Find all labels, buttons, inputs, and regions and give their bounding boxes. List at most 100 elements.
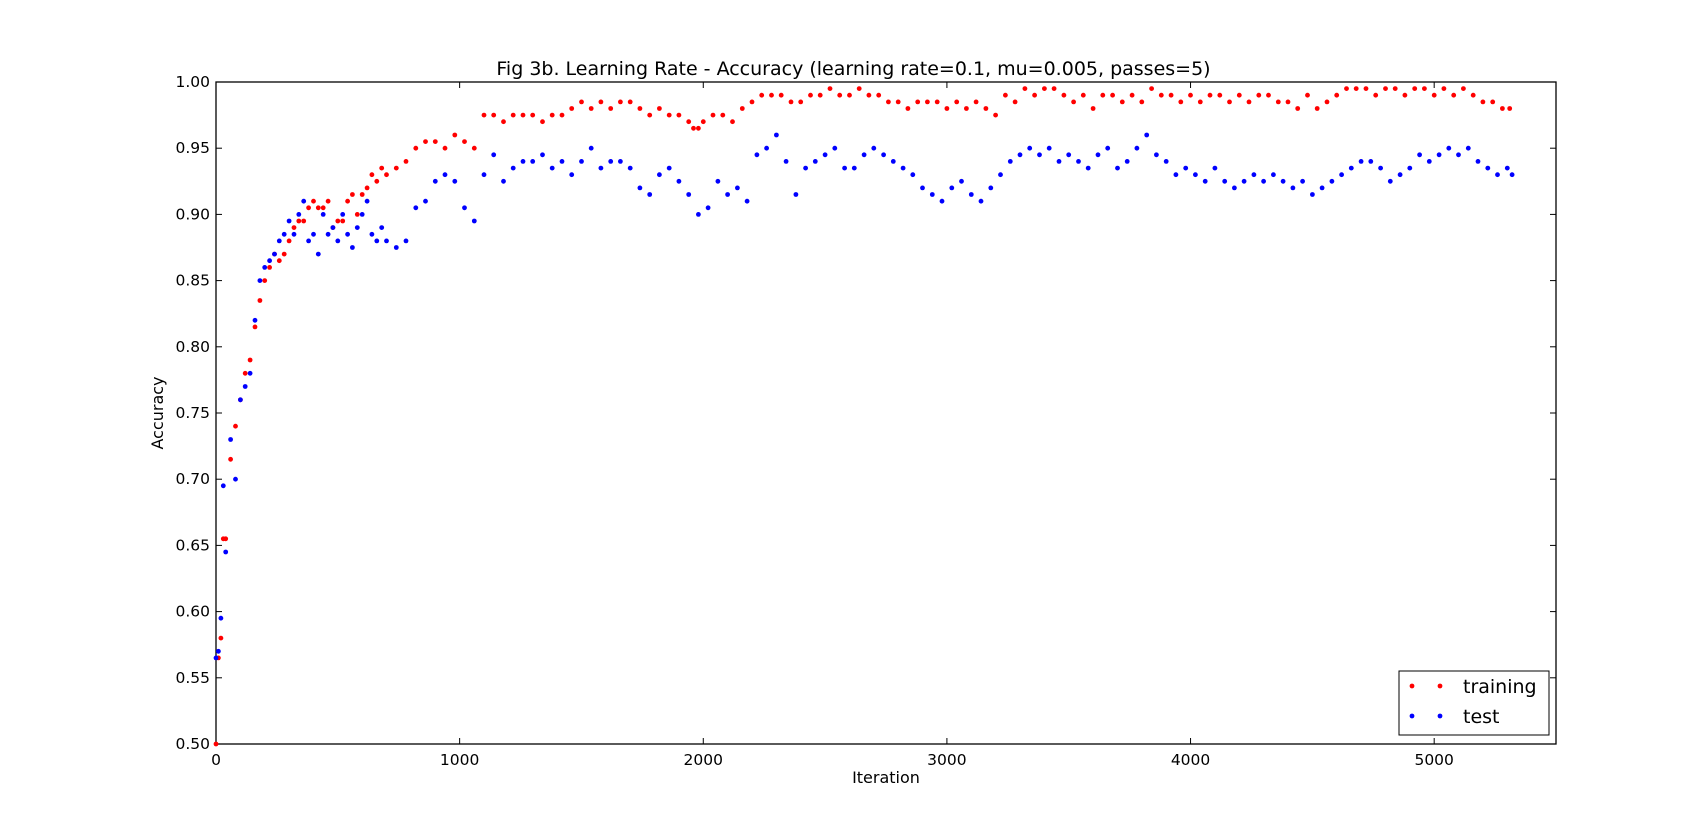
training-point — [827, 86, 833, 91]
training-point — [866, 92, 872, 98]
test-point — [998, 172, 1003, 178]
training-point — [637, 106, 643, 111]
test-point — [423, 198, 428, 204]
training-point — [1071, 99, 1076, 105]
training-point — [1256, 92, 1262, 98]
training-point — [1402, 92, 1408, 98]
training-point — [1324, 99, 1330, 105]
training-point — [291, 225, 297, 231]
training-point — [345, 198, 350, 204]
test-point — [1368, 159, 1374, 164]
test-point — [403, 238, 409, 244]
training-point — [481, 112, 487, 118]
training-point — [1061, 92, 1067, 98]
test-point — [257, 278, 263, 283]
test-point — [1154, 152, 1159, 158]
test-point — [949, 185, 955, 191]
x-tick-label: 3000 — [927, 751, 966, 769]
training-point — [1344, 86, 1349, 91]
y-axis: 0.50 0.55 0.60 0.65 0.70 0.75 0.80 0.85 0.90 0.95… — [175, 73, 1556, 753]
training-point — [549, 112, 555, 118]
test-point — [1426, 159, 1432, 164]
training-point — [432, 139, 438, 145]
test-point — [1280, 178, 1286, 184]
training-point — [973, 99, 979, 105]
test-point — [335, 238, 341, 244]
training-point — [1110, 92, 1115, 98]
test-point — [803, 165, 808, 171]
test-point — [311, 231, 316, 237]
training-point — [257, 298, 263, 303]
test-point — [291, 231, 297, 237]
training-point — [569, 106, 575, 111]
test-point — [900, 165, 906, 171]
training-point — [905, 106, 911, 111]
training-point — [1022, 86, 1028, 91]
training-point — [1051, 86, 1057, 91]
legend: training test — [1398, 670, 1550, 736]
test-point — [618, 159, 623, 164]
training-point — [286, 238, 292, 244]
y-tick-label: 0.95 — [175, 139, 210, 157]
test-point — [325, 231, 331, 237]
test-point — [315, 251, 321, 257]
training-point — [895, 99, 901, 105]
training-point — [1003, 92, 1008, 98]
training-point — [1275, 99, 1281, 105]
test-point — [301, 198, 307, 204]
test-point — [1076, 159, 1081, 164]
training-point — [1500, 106, 1505, 111]
training-point — [769, 92, 774, 98]
training-point — [501, 119, 506, 125]
training-point — [1470, 92, 1476, 98]
test-point — [1241, 178, 1247, 184]
test-point — [735, 185, 740, 191]
test-point — [520, 159, 526, 164]
training-point — [350, 192, 355, 197]
test-point — [1017, 152, 1023, 158]
training-point — [320, 205, 326, 211]
chart-title: Fig 3b. Learning Rate - Accuracy (learni… — [496, 58, 1210, 80]
test-point — [252, 317, 258, 323]
test-point — [549, 165, 555, 171]
test-point — [247, 370, 253, 376]
training-point — [213, 741, 219, 747]
test-point — [569, 172, 575, 178]
training-point — [359, 192, 365, 197]
training-point — [267, 265, 272, 270]
y-tick-label: 0.65 — [175, 536, 210, 554]
series-training — [213, 86, 1513, 747]
data-series — [213, 86, 1515, 747]
x-axis-label: Iteration — [852, 768, 920, 787]
test-point — [413, 205, 419, 211]
test-point — [1446, 145, 1452, 151]
training-point — [720, 112, 726, 118]
test-point — [783, 159, 789, 164]
training-point — [1207, 92, 1213, 98]
test-point — [1144, 132, 1150, 138]
test-point — [978, 198, 984, 204]
test-point — [1339, 172, 1344, 178]
training-point — [964, 106, 969, 111]
training-point — [1236, 92, 1242, 98]
training-point — [1383, 86, 1388, 91]
test-point — [1124, 159, 1130, 164]
test-point — [1300, 178, 1305, 184]
y-axis-label: Accuracy — [148, 376, 167, 449]
x-axis: 0 1000 2000 3000 4000 5000 — [211, 82, 1454, 769]
test-point — [238, 397, 243, 403]
training-point — [1507, 106, 1513, 111]
y-tick-label: 0.90 — [175, 205, 210, 223]
test-point — [491, 152, 497, 158]
test-point — [1085, 165, 1091, 171]
training-point — [696, 125, 701, 131]
y-tick-label: 0.55 — [175, 669, 210, 687]
training-point — [876, 92, 882, 98]
test-point — [216, 648, 221, 654]
training-point — [749, 99, 755, 105]
x-tick-label: 4000 — [1171, 751, 1210, 769]
training-point — [1305, 92, 1310, 98]
y-tick-label: 0.50 — [175, 735, 210, 753]
training-point — [1431, 92, 1437, 98]
test-point — [608, 159, 614, 164]
